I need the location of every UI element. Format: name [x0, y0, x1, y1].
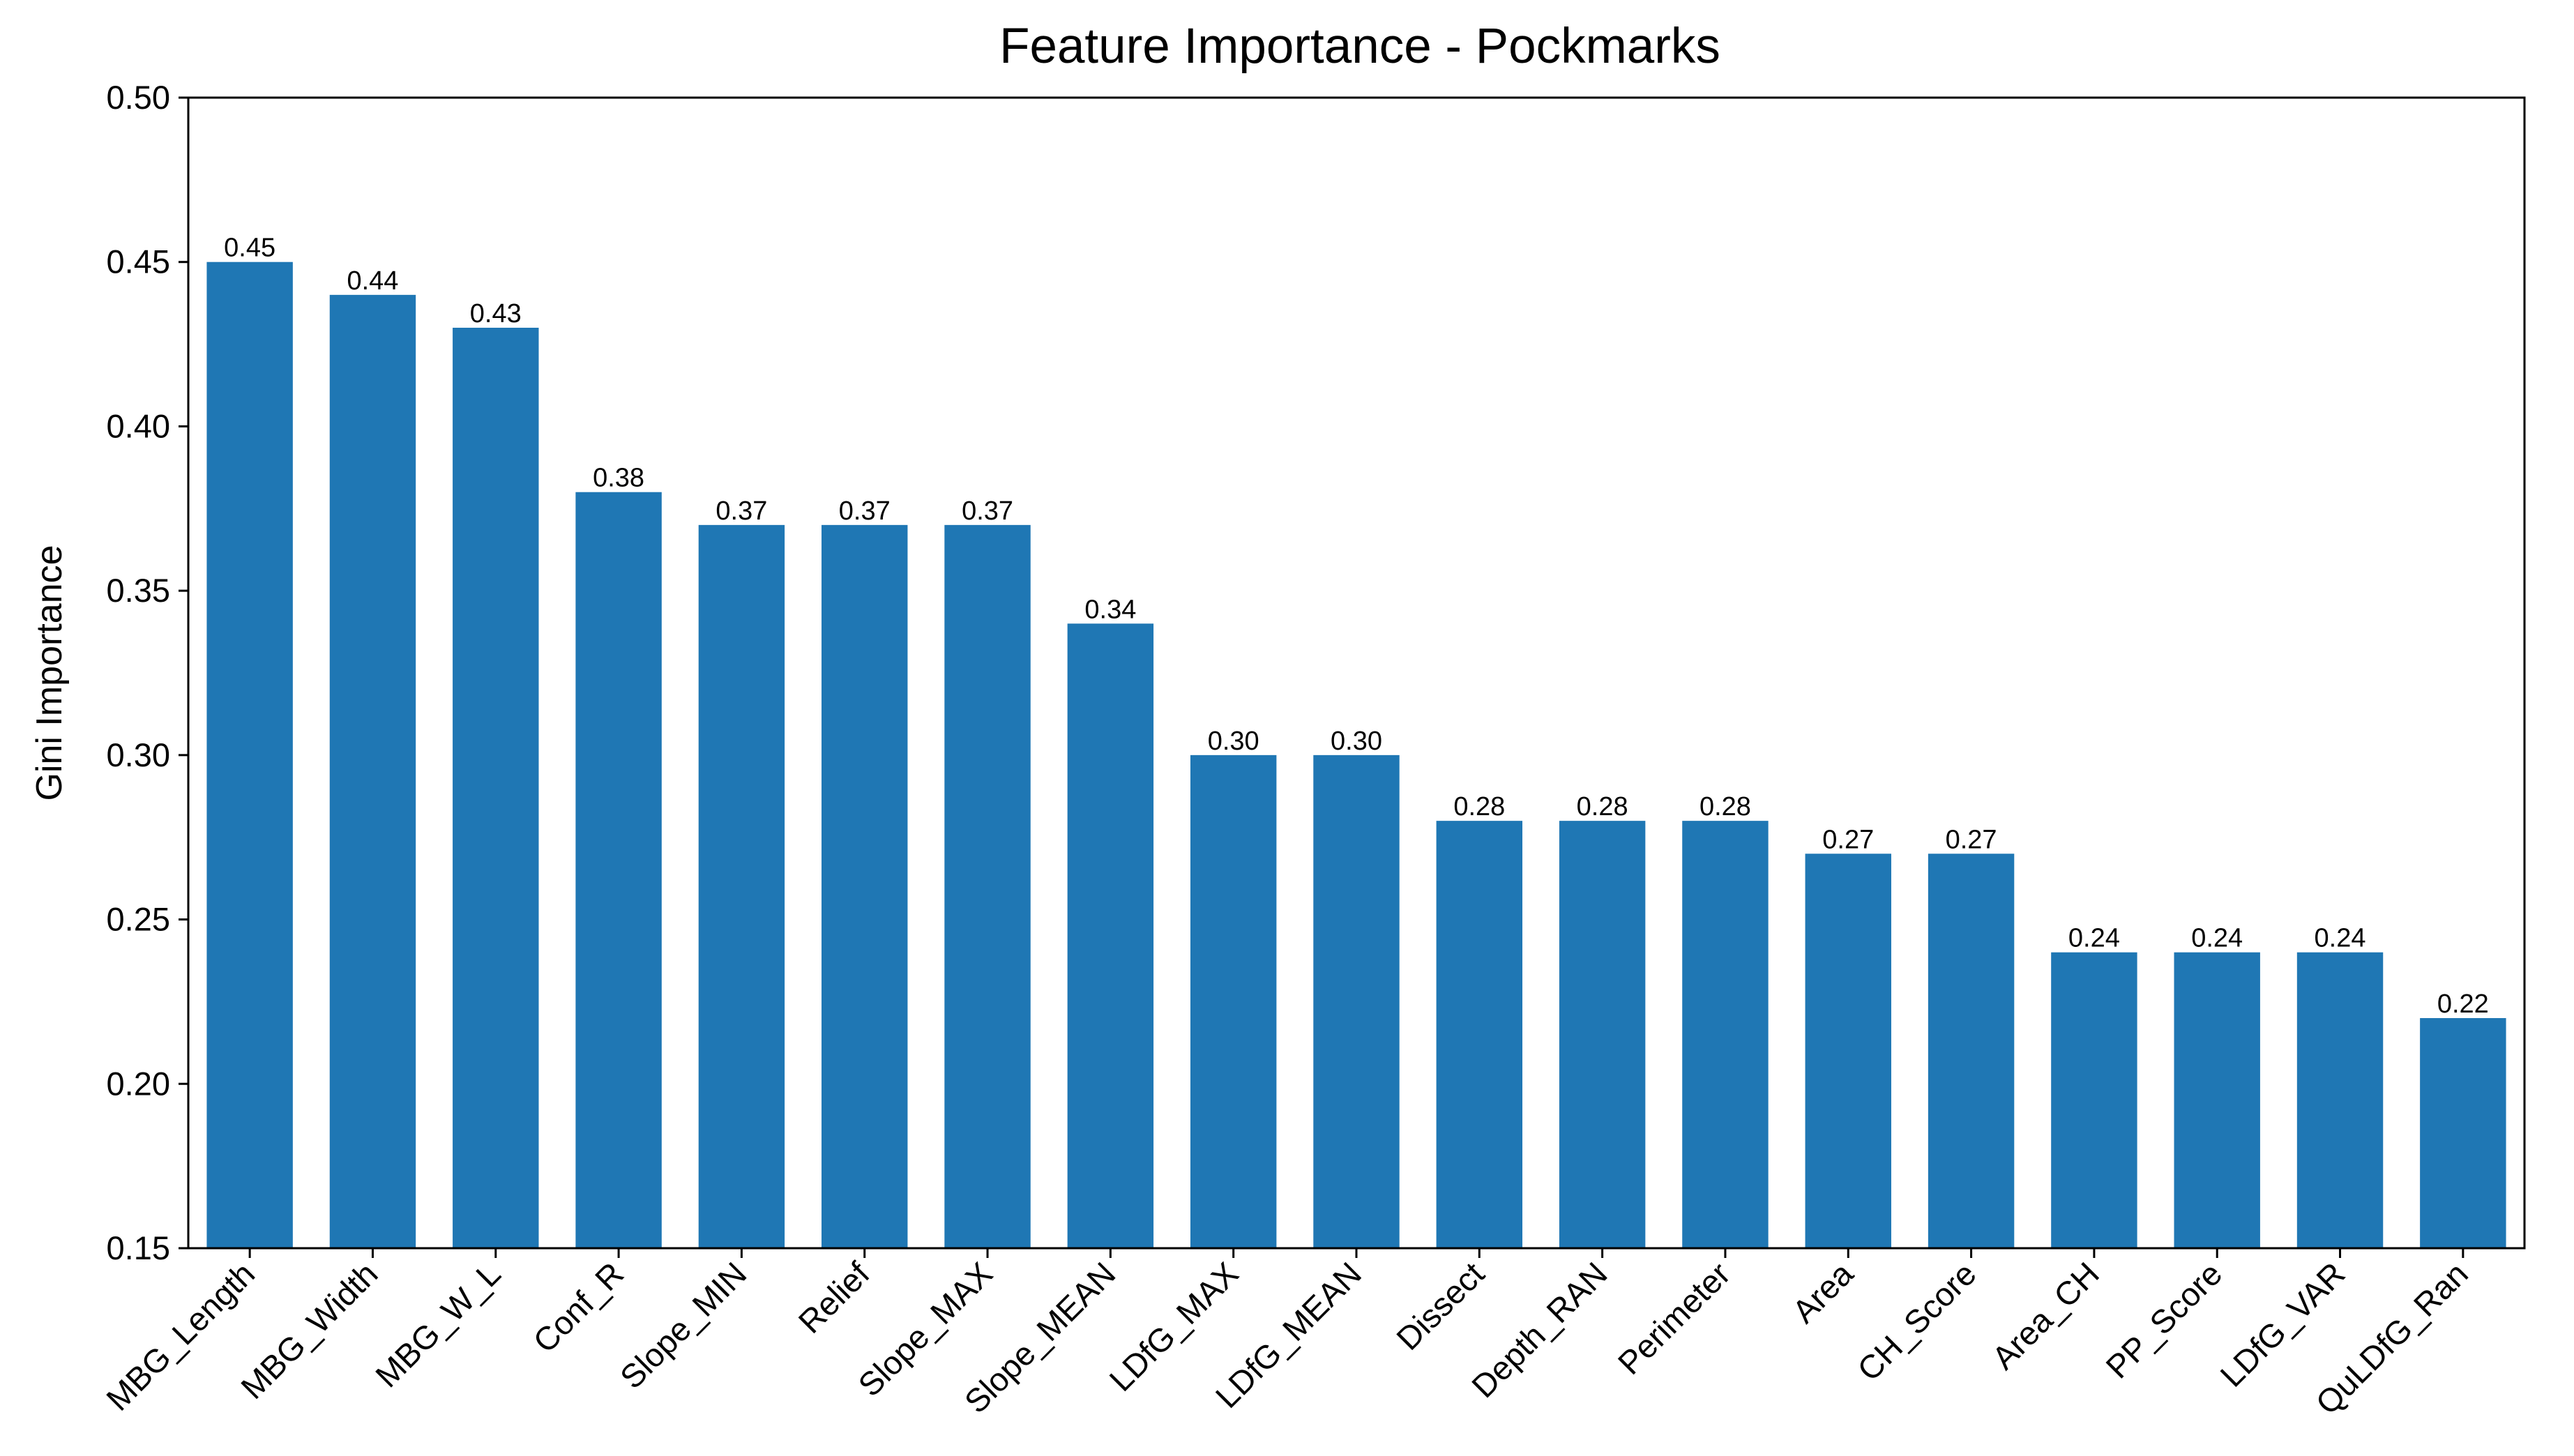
y-tick-label: 0.15: [107, 1229, 170, 1266]
y-axis-label: Gini Importance: [29, 545, 70, 801]
x-tick-label: Relief: [791, 1254, 877, 1340]
bar: [822, 524, 908, 1248]
bar: [1313, 754, 1400, 1248]
bar-value-label: 0.38: [593, 464, 644, 493]
bar: [944, 524, 1031, 1248]
bar: [1928, 854, 2015, 1248]
bar: [206, 261, 293, 1248]
bar: [329, 294, 416, 1248]
bar: [2051, 952, 2137, 1248]
x-tick-label: Conf_R: [526, 1255, 630, 1360]
x-tick-label: PP_Score: [2098, 1255, 2229, 1386]
x-tick-label: Dissect: [1389, 1255, 1491, 1357]
x-tick-label: Area_CH: [1985, 1255, 2106, 1377]
x-tick-label: Perimeter: [1610, 1255, 1737, 1382]
bar-value-label: 0.28: [1699, 792, 1751, 821]
x-tick-label: MBG_Length: [99, 1255, 262, 1418]
bar: [2420, 1018, 2506, 1248]
bar: [698, 524, 785, 1248]
y-tick-label: 0.50: [107, 79, 170, 116]
bar-value-label: 0.28: [1453, 792, 1505, 821]
y-tick-label: 0.45: [107, 243, 170, 280]
bar-value-label: 0.22: [2437, 989, 2489, 1019]
x-tick-label: CH_Score: [1850, 1255, 1983, 1388]
bar-value-label: 0.34: [1084, 595, 1136, 624]
bar-value-label: 0.30: [1331, 727, 1382, 756]
bar-value-label: 0.37: [839, 496, 891, 526]
y-tick-label: 0.35: [107, 572, 170, 609]
bar-value-label: 0.43: [470, 299, 522, 328]
x-tick-label: MBG_W_L: [368, 1255, 508, 1395]
y-tick-label: 0.30: [107, 736, 170, 773]
bar: [575, 492, 662, 1248]
bar-value-label: 0.28: [1577, 792, 1628, 821]
bar-value-label: 0.44: [347, 266, 398, 296]
y-axis-ticks: 0.15 0.20 0.25 0.30 0.35 0.40 0.45 0.50: [107, 79, 188, 1266]
bar: [1436, 821, 1523, 1248]
bar-value-label: 0.37: [962, 496, 1013, 526]
bar: [2174, 952, 2260, 1248]
plot-frame: [187, 96, 2526, 1250]
bars-group: 0.45 0.44 0.43 0.38 0.37 0.37 0.37 0.34 0.30 0.30…: [206, 234, 2506, 1248]
bar: [1682, 821, 1769, 1248]
bar-value-label: 0.24: [2315, 924, 2366, 953]
bar: [1067, 623, 1154, 1248]
bar-value-label: 0.27: [1946, 825, 1997, 854]
bar: [1190, 754, 1277, 1248]
bar: [453, 328, 539, 1248]
bar-value-label: 0.24: [2068, 924, 2120, 953]
bar: [1559, 821, 1646, 1248]
bar-value-label: 0.37: [716, 496, 767, 526]
bar: [2296, 952, 2384, 1248]
x-tick-label: Area: [1785, 1254, 1861, 1330]
bar-value-label: 0.45: [224, 234, 275, 263]
chart-title: Feature Importance - Pockmarks: [999, 19, 1720, 74]
y-tick-label: 0.40: [107, 407, 170, 444]
x-tick-label: Slope_MIN: [613, 1255, 754, 1396]
bar: [1805, 854, 1891, 1248]
bar-value-label: 0.24: [2191, 924, 2243, 953]
bar-value-label: 0.30: [1208, 727, 1259, 756]
y-tick-label: 0.20: [107, 1065, 170, 1102]
bar-value-label: 0.27: [1822, 825, 1874, 854]
y-tick-label: 0.25: [107, 901, 170, 938]
